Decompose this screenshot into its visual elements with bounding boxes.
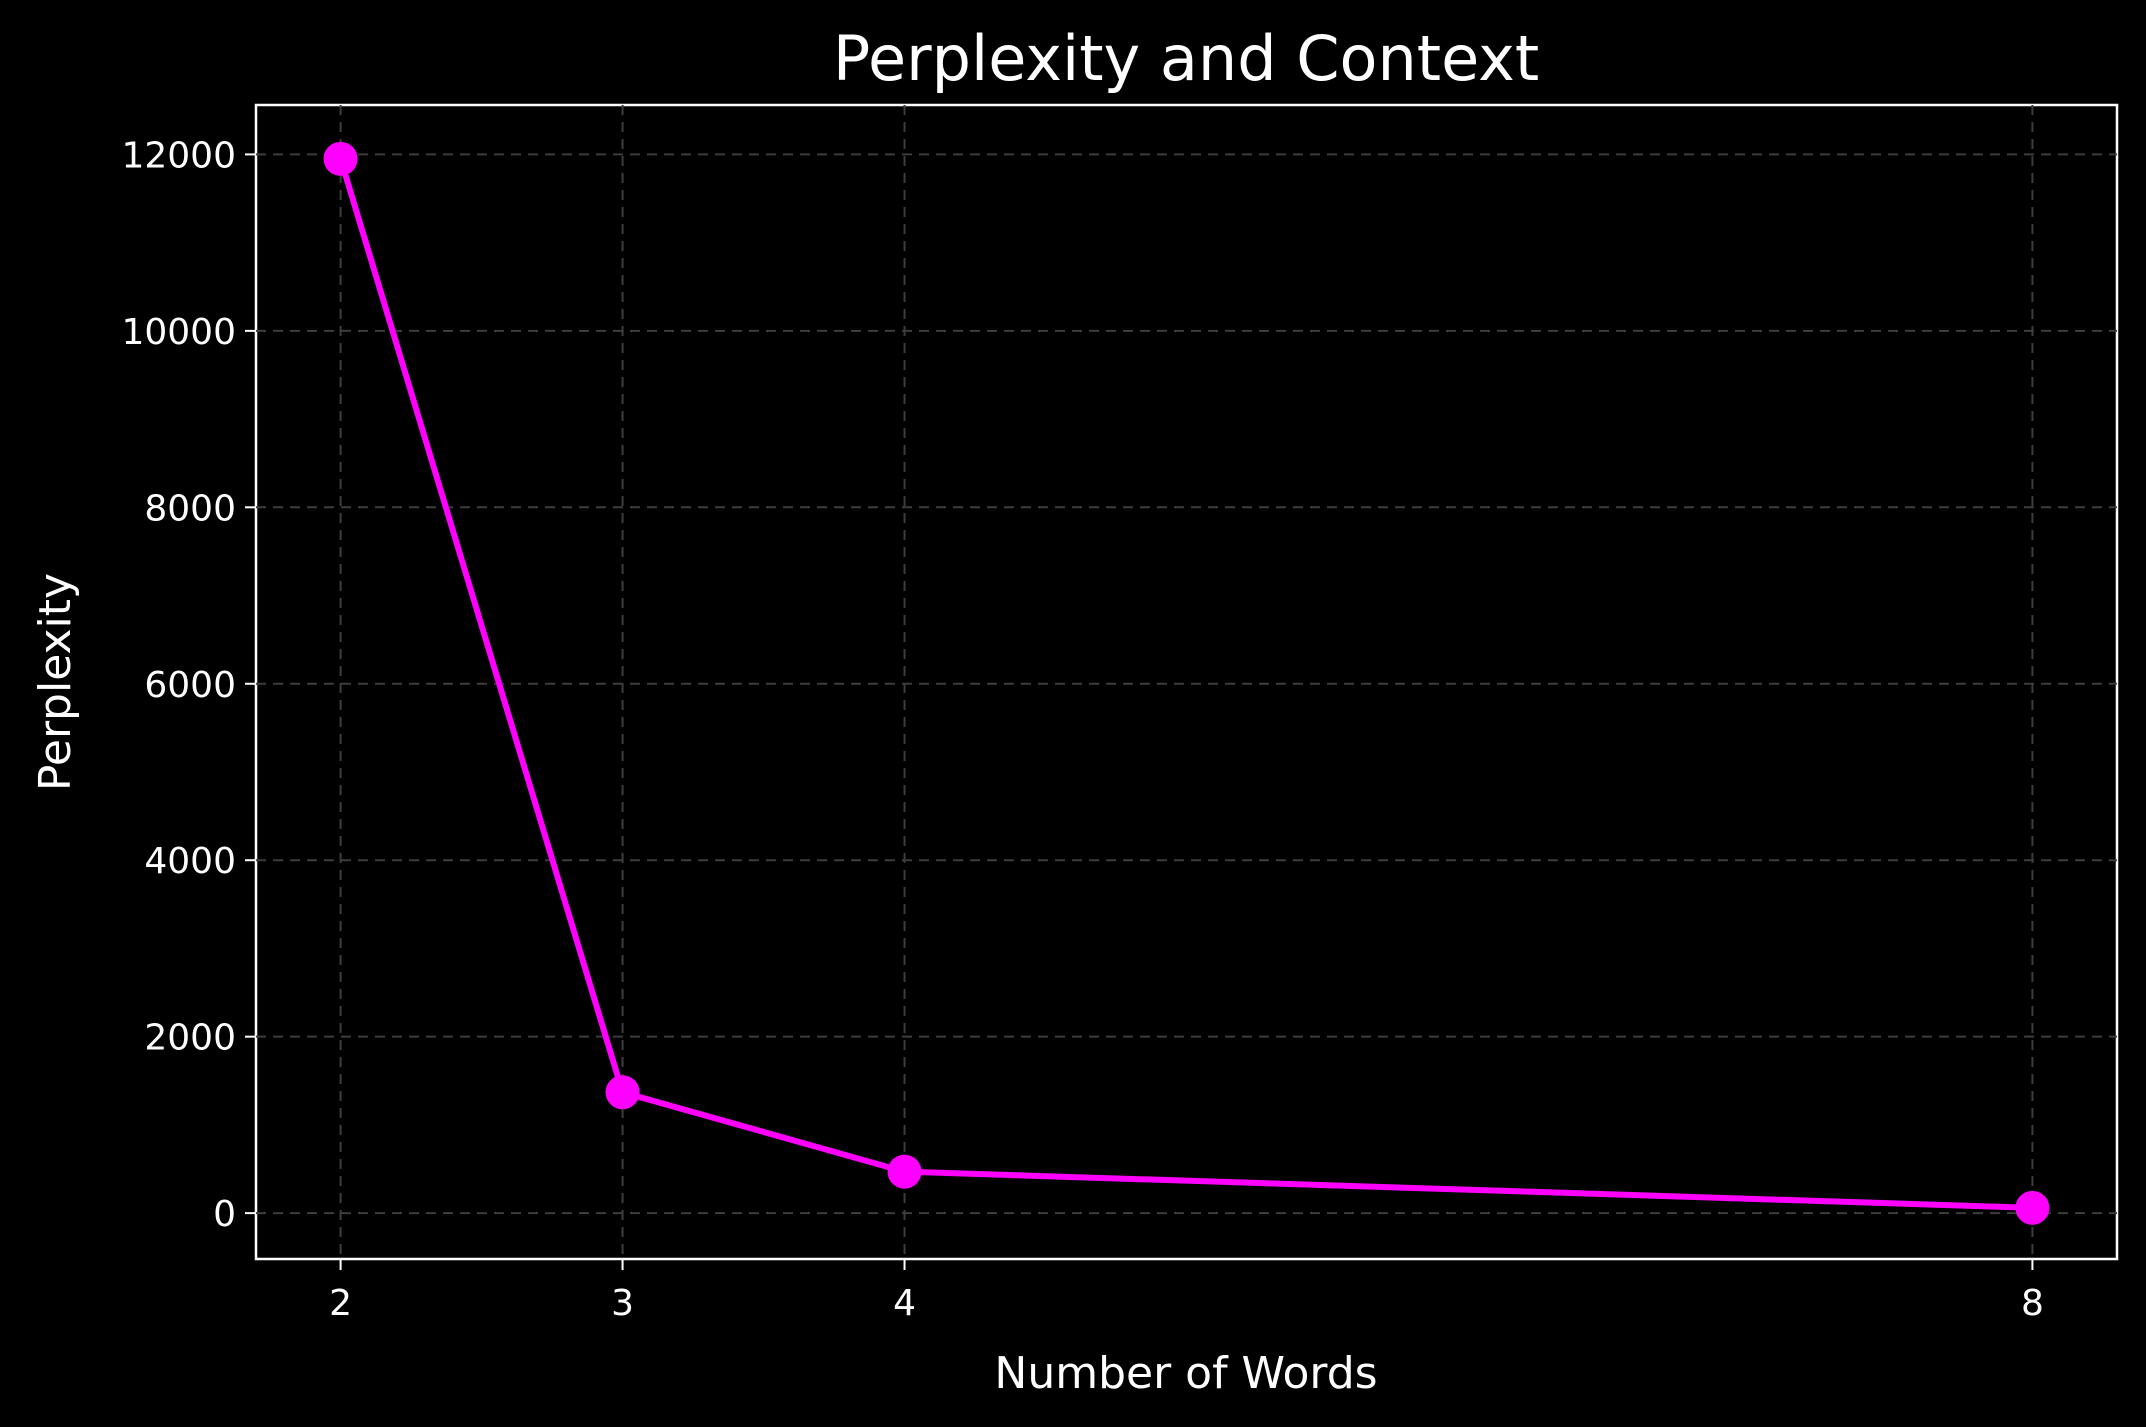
x-axis-label: Number of Words [994, 1348, 1377, 1399]
y-tick-label: 2000 [144, 1018, 236, 1059]
y-tick-label: 12000 [121, 135, 236, 176]
data-point [2015, 1190, 2050, 1225]
y-tick-label: 6000 [144, 665, 236, 706]
y-axis-ticks: 0 2000 4000 6000 8000 10000 12000 [121, 135, 256, 1235]
x-tick-label: 3 [611, 1283, 634, 1324]
y-tick-label: 10000 [121, 312, 236, 353]
x-axis-ticks: 2 3 4 8 [329, 1259, 2044, 1324]
y-tick-label: 8000 [144, 488, 236, 529]
x-tick-label: 4 [893, 1283, 916, 1324]
data-point [887, 1154, 922, 1189]
data-point [605, 1075, 640, 1110]
y-tick-label: 4000 [144, 841, 236, 882]
plot-area [254, 103, 2119, 1261]
x-tick-label: 2 [329, 1283, 352, 1324]
series-group [323, 141, 2050, 1225]
y-tick-label: 0 [213, 1194, 236, 1235]
x-tick-label: 8 [2021, 1283, 2044, 1324]
data-point [323, 141, 358, 176]
chart-title: Perplexity and Context [833, 22, 1539, 95]
y-axis-label: Perplexity [30, 573, 81, 791]
series-line [337, 155, 2036, 1211]
grid [256, 105, 2117, 1259]
